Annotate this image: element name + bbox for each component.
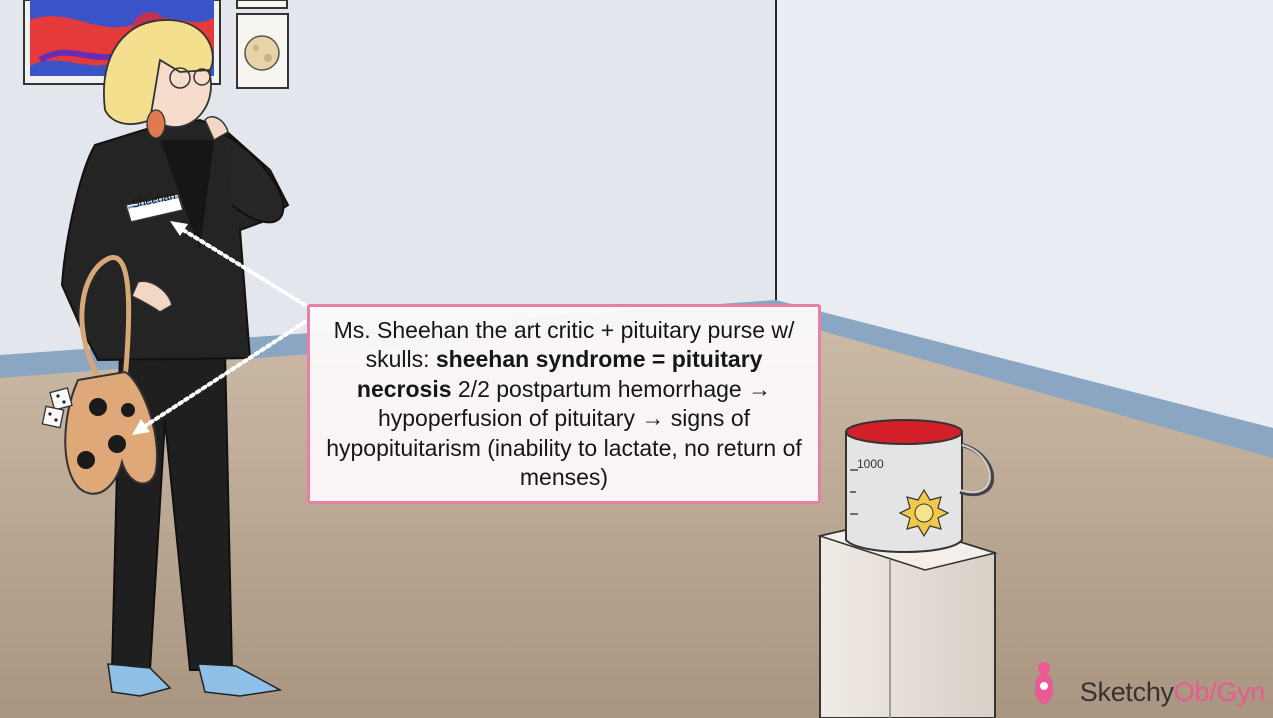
skull-icon [121,403,135,417]
small-frame [236,0,288,9]
purse-strap [79,255,132,382]
blonde-hair [103,19,214,125]
skull-icon [77,451,95,469]
pituitary-purse [64,370,158,495]
shark-shoe-right [197,663,283,697]
skull-icon [89,398,107,416]
shark-shoe-left [107,663,172,697]
moon-frame [236,13,289,89]
caption-text: Ms. Sheehan the art critic + pituitary p… [326,316,802,491]
caption-callout: Ms. Sheehan the art critic + pituitary p… [307,304,821,504]
brand-wordmark: SketchyOb/Gyn [1079,677,1266,707]
skull-icon [108,435,126,453]
glasses-icon [169,67,191,89]
sketchy-logo-icon [1035,662,1053,704]
pointer-arrows [132,221,307,435]
wall-right [776,0,1273,430]
caption-bold: sheehan syndrome = pituitary necrosis [356,346,763,402]
bucket-label: 1000 [857,457,884,471]
baseboard-right [776,300,1273,458]
dice-icon [41,387,73,429]
paint-bucket: 1000 [845,419,995,553]
name-tag [125,193,184,223]
brand-logo: SketchyOb/Gyn [1079,677,1266,708]
sun-icon [898,488,950,538]
